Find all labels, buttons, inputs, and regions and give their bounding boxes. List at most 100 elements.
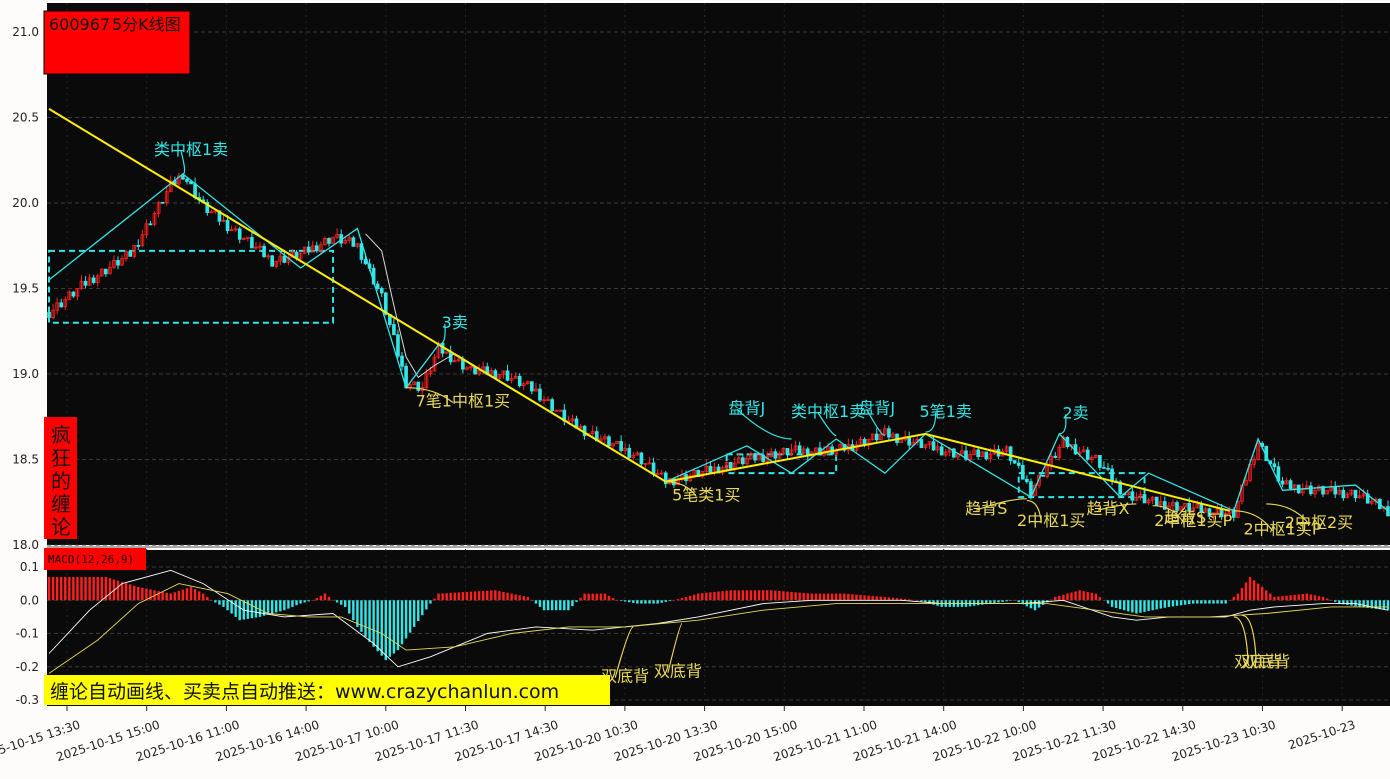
macd-bar	[181, 589, 185, 601]
macd-bar	[246, 600, 250, 619]
candle-body	[1187, 503, 1191, 512]
macd-bar	[615, 600, 619, 601]
macd-bar	[1118, 600, 1122, 610]
macd-bar	[599, 593, 603, 601]
macd-bar	[457, 592, 461, 601]
candle-body	[71, 291, 76, 297]
macd-bar	[1066, 593, 1069, 601]
macd-bar	[368, 600, 371, 642]
macd-bar	[802, 592, 805, 601]
candle-body	[1037, 474, 1041, 486]
candle-body	[1203, 508, 1208, 513]
macd-bar	[315, 598, 319, 601]
candle-body	[647, 462, 652, 465]
macd-bar	[770, 590, 773, 601]
candle-body	[1102, 467, 1106, 469]
macd-bar	[1017, 600, 1020, 603]
candle-body	[538, 388, 542, 401]
candle-body	[741, 457, 745, 465]
macd-bar	[238, 600, 241, 621]
macd-bar	[680, 598, 684, 601]
macd-bar	[741, 590, 745, 601]
sell-signal-label-arrow	[925, 412, 937, 433]
candle-body	[939, 446, 944, 456]
candle-body	[319, 244, 323, 252]
macd-bar	[916, 600, 919, 601]
macd-bar	[644, 600, 647, 604]
macd-bar	[388, 600, 392, 657]
buy-signal-label-arrow	[1266, 503, 1310, 525]
macd-signal-label: 双底背	[601, 667, 649, 686]
macd-bar	[583, 593, 586, 601]
candle-body	[1341, 489, 1346, 499]
price-panel-bg	[47, 3, 1390, 545]
macd-signal-label: 双底背	[654, 662, 702, 681]
buy-signal-label: 7笔1中枢1买	[416, 391, 511, 410]
candle-body	[477, 370, 481, 375]
macd-bar	[806, 593, 809, 601]
macd-bar	[522, 596, 525, 601]
candle-body	[1386, 506, 1390, 517]
candle-body	[132, 245, 137, 257]
macd-bar	[299, 600, 302, 604]
macd-bar	[847, 593, 850, 601]
candle-body	[104, 268, 108, 275]
candle-body	[148, 223, 153, 226]
candle-body	[728, 462, 733, 469]
macd-bar	[234, 600, 237, 617]
macd-bar	[1102, 600, 1106, 601]
macd-bar	[648, 600, 651, 604]
macd-bar	[1183, 600, 1187, 605]
macd-bar	[201, 593, 205, 601]
candle-body	[1106, 467, 1110, 470]
macd-bar	[449, 592, 452, 601]
candle-body	[1081, 449, 1086, 453]
candle-body	[392, 324, 396, 336]
macd-bar	[210, 600, 213, 601]
macd-bar	[1135, 600, 1138, 614]
candle-body	[83, 280, 88, 286]
candle-body	[1357, 495, 1362, 499]
macd-bar	[133, 585, 136, 601]
macd-bar	[116, 580, 120, 601]
candle-body	[1134, 496, 1139, 501]
macd-bar	[607, 595, 611, 601]
sell-signal-label-arrow	[866, 409, 886, 437]
candle-body	[1171, 502, 1175, 507]
macd-bar	[514, 594, 517, 601]
candle-body	[112, 260, 116, 268]
candle-body	[639, 452, 644, 465]
candle-body	[1016, 462, 1021, 466]
price-tick-label: 21.0	[12, 25, 39, 39]
buy-signal-label-arrow	[1026, 499, 1042, 523]
candle-body	[323, 237, 327, 246]
macd-bar	[72, 576, 75, 601]
macd-bar	[1159, 600, 1162, 609]
candle-body	[1345, 493, 1350, 499]
candle-body	[980, 451, 985, 457]
candle-body	[554, 409, 559, 412]
candle-body	[1361, 493, 1366, 497]
candle-body	[797, 445, 802, 454]
candle-body	[745, 458, 749, 465]
candle-body	[1008, 446, 1013, 461]
candle-body	[347, 237, 352, 241]
macd-bar	[863, 595, 866, 601]
promo-banner[interactable]: 缠论自动画线、买卖点自动推送：www.crazychanlun.com	[50, 681, 559, 703]
macd-bar	[437, 593, 440, 601]
candle-body	[517, 375, 522, 387]
candle-body	[1236, 500, 1240, 518]
macd-bar	[981, 600, 984, 605]
macd-bar	[928, 600, 931, 604]
macd-bar	[331, 600, 335, 601]
macd-bar	[157, 591, 160, 601]
macd-bar	[839, 593, 842, 601]
macd-bar	[307, 600, 310, 602]
macd-bar	[1244, 582, 1248, 601]
macd-bar	[461, 592, 465, 601]
candle-body	[724, 462, 729, 469]
buy-signal-label: 趋背S	[1164, 508, 1206, 527]
macd-bar	[1248, 576, 1252, 601]
macd-bar	[412, 600, 416, 627]
